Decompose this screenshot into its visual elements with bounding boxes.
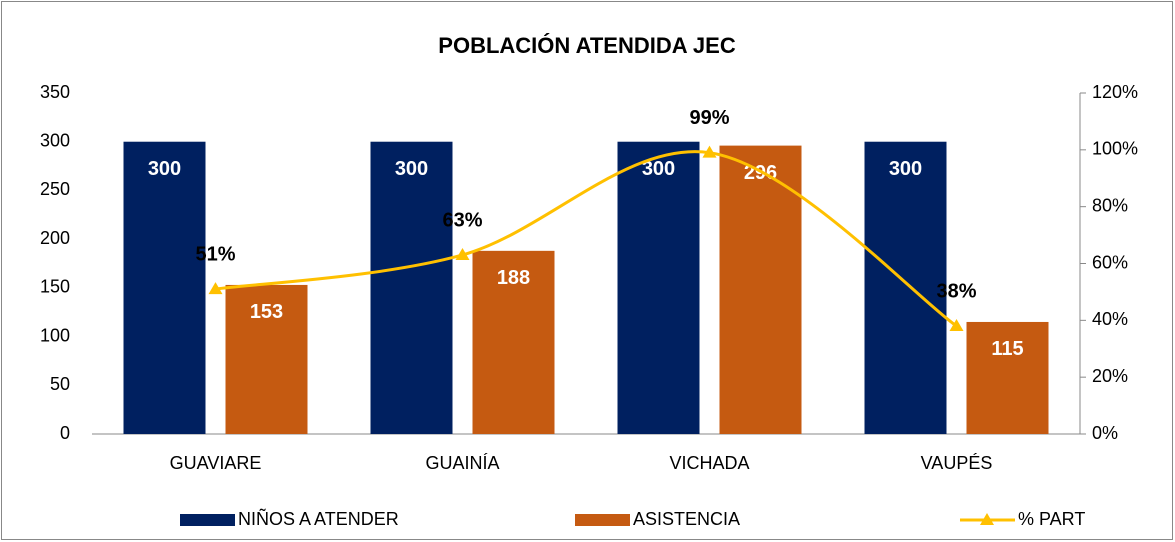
legend-label: % PART <box>1018 509 1085 529</box>
bar-value-label: 300 <box>395 158 428 180</box>
bar <box>472 250 555 434</box>
y-tick-label: 250 <box>40 179 70 199</box>
bar-value-label: 188 <box>497 267 530 289</box>
y-tick-label: 300 <box>40 130 70 150</box>
bar <box>864 141 947 434</box>
legend-swatch <box>180 514 235 526</box>
line-value-label: 51% <box>195 243 235 265</box>
x-tick-label: VICHADA <box>669 453 749 473</box>
bar-value-label: 300 <box>889 158 922 180</box>
line-marker <box>949 319 964 332</box>
bar <box>719 145 802 434</box>
y-tick-label: 50 <box>50 374 70 394</box>
line-value-label: 63% <box>442 209 482 231</box>
line-marker <box>702 145 717 158</box>
x-tick-label: GUAVIARE <box>170 453 262 473</box>
legend-swatch <box>575 514 630 526</box>
legend-label: NIÑOS A ATENDER <box>238 508 399 529</box>
line-marker <box>208 282 223 295</box>
y2-tick-label: 0% <box>1092 423 1118 443</box>
bar-value-label: 300 <box>148 158 181 180</box>
line-value-label: 99% <box>689 107 729 129</box>
legend-marker <box>980 513 994 525</box>
x-tick-label: GUAINÍA <box>425 453 499 473</box>
y-tick-label: 150 <box>40 277 70 297</box>
bar-value-label: 115 <box>991 338 1023 360</box>
bar <box>966 321 1049 434</box>
bar <box>617 141 700 434</box>
y-tick-label: 0 <box>60 423 70 443</box>
line-marker <box>455 247 470 260</box>
line <box>215 150 958 328</box>
y2-tick-label: 80% <box>1092 195 1128 215</box>
bar-value-label: 300 <box>642 158 675 180</box>
legend-label: ASISTENCIA <box>633 509 740 529</box>
y2-tick-label: 60% <box>1092 252 1128 272</box>
line-value-label: 38% <box>936 280 976 302</box>
y-tick-label: 100 <box>40 325 70 345</box>
y-tick-label: 350 <box>40 82 70 102</box>
y2-tick-label: 120% <box>1092 82 1138 102</box>
y2-tick-label: 100% <box>1092 139 1138 159</box>
y2-tick-label: 20% <box>1092 366 1128 386</box>
y-tick-label: 200 <box>40 228 70 248</box>
bar-value-label: 153 <box>250 301 283 323</box>
chart-title: POBLACIÓN ATENDIDA JEC <box>438 33 736 58</box>
bar <box>370 141 453 434</box>
bar <box>225 284 308 434</box>
bar <box>123 141 206 434</box>
x-tick-label: VAUPÉS <box>921 453 993 473</box>
y2-tick-label: 40% <box>1092 309 1128 329</box>
